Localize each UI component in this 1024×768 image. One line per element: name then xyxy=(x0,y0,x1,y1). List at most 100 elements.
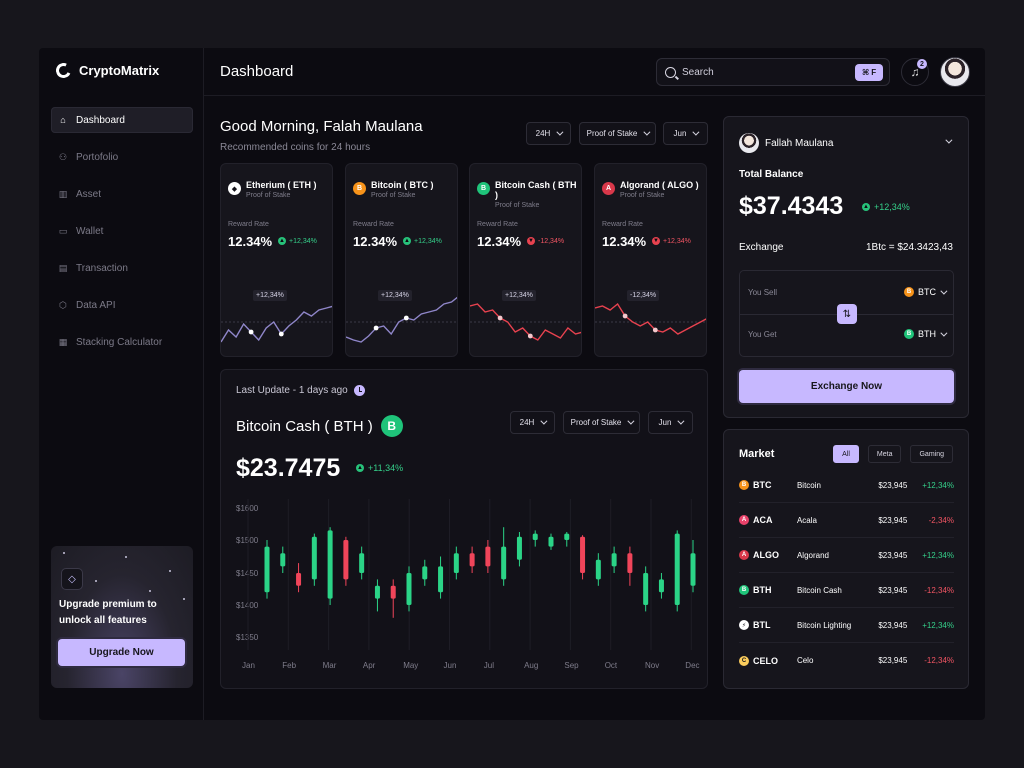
search-input[interactable] xyxy=(682,66,842,78)
sparkline-point[interactable] xyxy=(527,333,533,339)
market-row[interactable]: B BTH Bitcoin Cash $23,945 -12,34% xyxy=(739,573,954,608)
upgrade-now-button[interactable]: Upgrade Now xyxy=(58,639,185,666)
chevron-down-icon xyxy=(940,287,948,295)
candle-body[interactable] xyxy=(327,530,333,599)
candle-body[interactable] xyxy=(311,536,317,580)
market-row[interactable]: B BTC Bitcoin $23,945 +12,34% xyxy=(739,468,954,503)
page-title: Dashboard xyxy=(220,63,294,80)
chart-month-dropdown[interactable]: Jun xyxy=(648,411,693,434)
market-row[interactable]: A ACA Acala $23,945 -2,34% xyxy=(739,503,954,538)
reward-rate-value: 12.34% xyxy=(602,234,647,249)
swap-button[interactable]: ⇅ xyxy=(837,304,857,324)
market-coin-name: Bitcoin Lighting xyxy=(796,620,852,630)
candle-body[interactable] xyxy=(359,553,365,573)
candle-body[interactable] xyxy=(374,585,380,599)
candle-body[interactable] xyxy=(690,553,696,586)
chart-period-dropdown[interactable]: 24H xyxy=(510,411,555,434)
sidebar-item-asset[interactable]: ▥ Asset xyxy=(51,181,193,207)
sparkline-point[interactable] xyxy=(403,315,409,321)
y-tick-label: $1350 xyxy=(236,633,259,642)
market-row[interactable]: C CELO Celo $23,945 -12,34% xyxy=(739,643,954,678)
chevron-down-icon xyxy=(677,417,685,425)
tab-meta[interactable]: Meta xyxy=(867,445,902,463)
coin-card[interactable]: ◆ Etherium ( ETH ) Proof of Stake Reward Ra… xyxy=(220,163,333,357)
candle-body[interactable] xyxy=(485,546,491,567)
candle-body[interactable] xyxy=(406,573,412,605)
dropdown-value: Jun xyxy=(673,129,687,138)
coin-icon: A xyxy=(739,550,749,560)
sell-coin-select[interactable]: B BTC xyxy=(904,287,948,297)
candle-body[interactable] xyxy=(611,553,617,567)
candle-body[interactable] xyxy=(453,553,459,573)
coin-title-group: Algorand ( ALGO ) Proof of Stake xyxy=(620,180,699,199)
candle-body[interactable] xyxy=(422,566,428,580)
chart-change-value: +11,34% xyxy=(368,463,404,473)
candle-body[interactable] xyxy=(469,553,475,567)
search-box[interactable]: ⌘ F xyxy=(656,58,890,86)
candle-body[interactable] xyxy=(343,540,349,580)
app-name: CryptoMatrix xyxy=(79,63,160,78)
candle-body[interactable] xyxy=(264,546,270,593)
tab-all[interactable]: All xyxy=(833,445,859,463)
users-icon: ⚇ xyxy=(58,151,68,162)
sparkline-point[interactable] xyxy=(497,315,503,321)
coin-change-value: +12,34% xyxy=(663,237,691,245)
market-change: -2,34% xyxy=(928,515,954,525)
logo[interactable]: CryptoMatrix xyxy=(53,60,160,81)
candle-body[interactable] xyxy=(674,533,680,605)
user-selector[interactable]: Fallah Maulana xyxy=(739,133,833,153)
candle-body[interactable] xyxy=(643,573,649,605)
notification-button[interactable]: ♫ 2 xyxy=(901,58,929,86)
chevron-down-icon[interactable] xyxy=(945,136,953,144)
coin-change-value: +12,34% xyxy=(289,237,317,245)
sidebar-item-data-api[interactable]: ⬡ Data API xyxy=(51,292,193,318)
sidebar-item-portofolio[interactable]: ⚇ Portofolio xyxy=(51,144,193,170)
candle-body[interactable] xyxy=(580,536,586,573)
avatar[interactable] xyxy=(940,57,970,87)
candle-body[interactable] xyxy=(658,579,664,593)
you-get-row[interactable]: You Get B BTH xyxy=(748,329,948,339)
type-dropdown[interactable]: Proof of Stake xyxy=(579,122,656,145)
chart-type-dropdown[interactable]: Proof of Stake xyxy=(563,411,640,434)
tab-gaming[interactable]: Gaming xyxy=(910,445,953,463)
x-tick-label: Apr xyxy=(363,661,376,670)
sparkline-chart xyxy=(221,305,332,343)
candle-body[interactable] xyxy=(390,585,396,599)
you-sell-row[interactable]: You Sell B BTC xyxy=(748,287,948,297)
coin-card[interactable]: B Bitcoin Cash ( BTH ) Proof of Stake Rewar… xyxy=(469,163,582,357)
candle-body[interactable] xyxy=(564,533,570,540)
market-row[interactable]: ⚡ BTL Bitcoin Lighting $23,945 +12,34% xyxy=(739,608,954,643)
market-row[interactable]: A ALGO Algorand $23,945 +12,34% xyxy=(739,538,954,573)
sparkline-point[interactable] xyxy=(373,325,379,331)
get-coin-select[interactable]: B BTH xyxy=(904,329,948,339)
candle-body[interactable] xyxy=(296,573,302,586)
candle-body[interactable] xyxy=(501,546,507,580)
market-symbol: A ALGO xyxy=(739,550,797,560)
candle-body[interactable] xyxy=(627,553,633,573)
sidebar-item-dashboard[interactable]: ⌂ Dashboard xyxy=(51,107,193,133)
sparkline-point[interactable] xyxy=(622,313,628,319)
wallet-icon: ▭ xyxy=(58,225,68,236)
candle-body[interactable] xyxy=(532,533,538,540)
sidebar-item-transaction[interactable]: ▤ Transaction xyxy=(51,255,193,281)
candle-body[interactable] xyxy=(280,553,286,567)
coin-card[interactable]: B Bitcoin ( BTC ) Proof of Stake Reward Rat… xyxy=(345,163,458,357)
sidebar-item-wallet[interactable]: ▭ Wallet xyxy=(51,218,193,244)
candle-body[interactable] xyxy=(516,536,522,560)
candle-body[interactable] xyxy=(595,559,601,580)
sparkline-point[interactable] xyxy=(278,331,284,337)
month-dropdown[interactable]: Jun xyxy=(663,122,708,145)
coin-card[interactable]: A Algorand ( ALGO ) Proof of Stake Reward R… xyxy=(594,163,707,357)
arrow-up-icon: ▲ xyxy=(356,464,364,472)
coin-icon: ◆ xyxy=(228,182,241,195)
bell-icon: ♫ xyxy=(910,65,920,79)
candle-body[interactable] xyxy=(548,536,554,547)
avatar xyxy=(739,133,759,153)
sidebar-item-stacking-calculator[interactable]: ▦ Stacking Calculator xyxy=(51,329,193,355)
exchange-now-button[interactable]: Exchange Now xyxy=(739,370,954,403)
sparkline-point[interactable] xyxy=(652,327,658,333)
coin-title-group: Bitcoin Cash ( BTH ) Proof of Stake xyxy=(495,180,581,209)
period-dropdown[interactable]: 24H xyxy=(526,122,571,145)
candle-body[interactable] xyxy=(438,566,444,593)
sparkline-point[interactable] xyxy=(248,329,254,335)
